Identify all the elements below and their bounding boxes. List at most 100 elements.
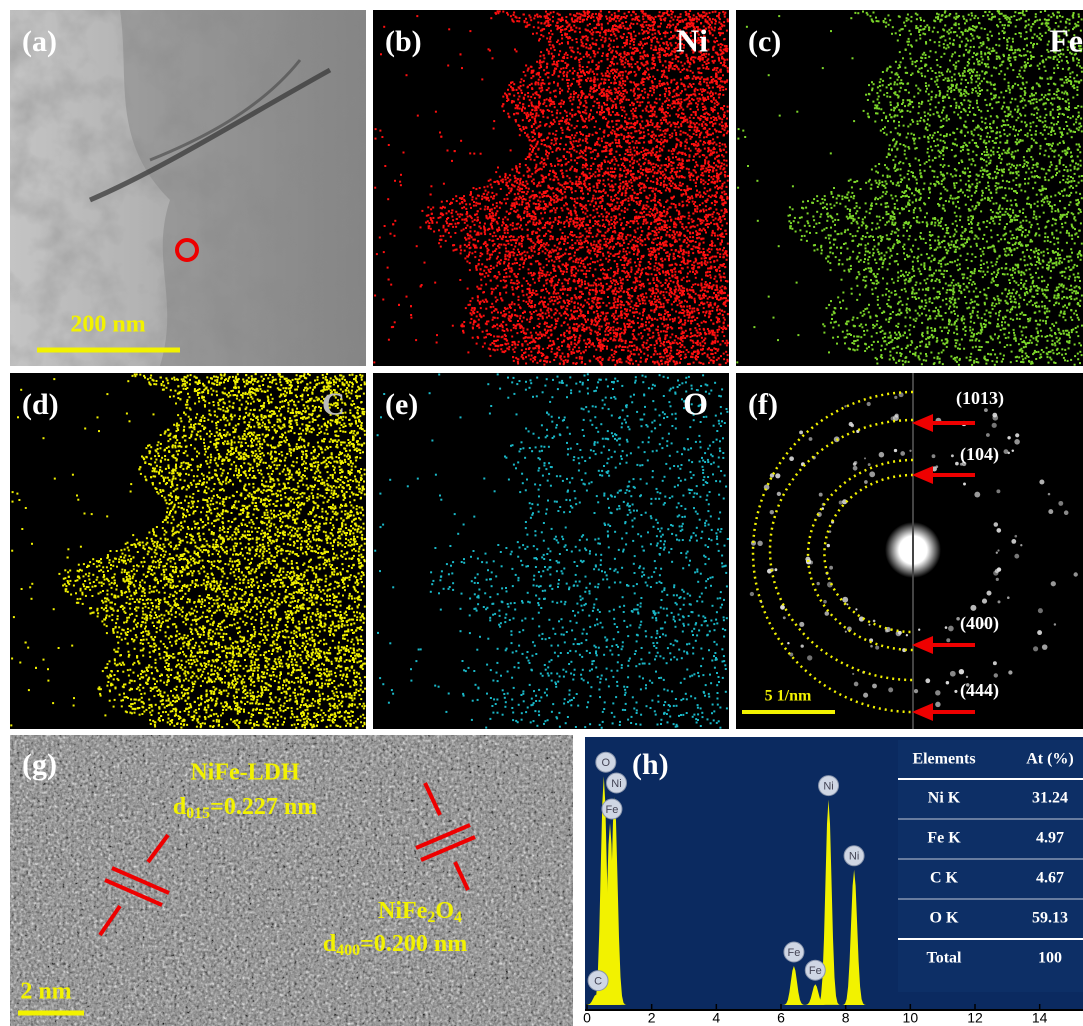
map-dot xyxy=(639,159,641,161)
map-dot xyxy=(521,243,523,245)
map-dot xyxy=(537,16,539,18)
map-dot xyxy=(669,183,671,185)
map-dot xyxy=(517,358,519,360)
map-dot xyxy=(640,58,642,60)
map-dot xyxy=(686,314,688,316)
map-dot xyxy=(637,228,639,230)
map-dot xyxy=(628,243,630,245)
map-dot xyxy=(672,96,674,98)
map-dot xyxy=(593,241,595,243)
map-dot xyxy=(590,258,592,260)
map-dot xyxy=(632,141,634,143)
map-dot xyxy=(554,138,556,140)
map-dot xyxy=(574,134,576,136)
map-dot xyxy=(631,269,633,271)
map-dot xyxy=(596,185,598,187)
map-dot xyxy=(695,293,697,295)
map-dot xyxy=(619,358,621,360)
map-dot xyxy=(723,317,725,319)
map-dot xyxy=(477,203,479,205)
map-dot xyxy=(609,98,611,100)
map-dot xyxy=(482,346,484,348)
map-dot xyxy=(552,133,554,135)
map-dot xyxy=(715,218,717,220)
map-dot xyxy=(499,252,501,254)
map-dot xyxy=(623,217,625,219)
map-dot xyxy=(557,318,559,320)
map-dot xyxy=(574,70,576,72)
map-dot xyxy=(548,260,550,262)
map-dot xyxy=(700,140,702,142)
map-dot xyxy=(713,223,715,225)
map-dot xyxy=(587,24,589,26)
map-dot xyxy=(700,174,702,176)
map-dot xyxy=(502,96,504,98)
map-dot xyxy=(726,211,728,213)
map-dot xyxy=(592,42,594,44)
map-dot xyxy=(565,16,567,18)
map-dot xyxy=(657,296,659,298)
map-dot xyxy=(609,92,611,94)
map-dot xyxy=(679,256,681,258)
map-dot xyxy=(524,255,526,257)
map-dot xyxy=(490,265,492,267)
map-dot xyxy=(716,83,718,85)
map-dot xyxy=(487,253,489,255)
map-dot xyxy=(663,145,665,147)
map-dot xyxy=(492,251,494,253)
map-dot xyxy=(660,303,662,305)
map-dot xyxy=(709,12,711,14)
map-dot xyxy=(607,22,609,24)
map-dot xyxy=(693,245,695,247)
map-dot xyxy=(541,272,543,274)
map-dot xyxy=(697,224,699,226)
map-dot xyxy=(649,87,651,89)
map-dot xyxy=(663,294,665,296)
map-dot xyxy=(507,343,509,345)
map-dot xyxy=(703,136,705,138)
map-dot xyxy=(604,273,606,275)
map-dot xyxy=(719,34,721,36)
map-dot xyxy=(678,271,680,273)
map-dot xyxy=(511,336,513,338)
map-dot xyxy=(472,337,474,339)
map-dot xyxy=(553,73,555,75)
map-dot xyxy=(713,119,715,121)
map-dot xyxy=(539,76,541,78)
map-dot xyxy=(507,265,509,267)
map-dot xyxy=(623,264,625,266)
map-dot xyxy=(533,348,535,350)
map-dot xyxy=(629,43,631,45)
map-dot xyxy=(556,110,558,112)
map-dot xyxy=(562,29,564,31)
map-dot xyxy=(621,244,623,246)
map-dot xyxy=(487,191,489,193)
map-dot xyxy=(551,103,553,105)
map-dot xyxy=(635,142,637,144)
map-dot xyxy=(721,199,723,201)
map-dot xyxy=(667,324,669,326)
map-dot xyxy=(702,116,704,118)
map-dot xyxy=(670,280,672,282)
map-dot xyxy=(585,118,587,120)
map-dot xyxy=(548,298,550,300)
map-dot xyxy=(657,165,659,167)
map-dot xyxy=(602,117,604,119)
map-dot xyxy=(554,289,556,291)
map-dot xyxy=(626,36,628,38)
map-dot xyxy=(703,121,705,123)
map-dot xyxy=(540,309,542,311)
map-dot xyxy=(649,263,651,265)
map-dot xyxy=(647,96,649,98)
map-dot xyxy=(652,166,654,168)
map-dot xyxy=(451,160,453,162)
map-dot xyxy=(590,232,592,234)
map-dot xyxy=(373,361,375,363)
map-dot xyxy=(710,359,712,361)
map-dot xyxy=(451,223,453,225)
map-dot xyxy=(640,332,642,334)
map-dot xyxy=(507,330,509,332)
map-dot xyxy=(539,60,541,62)
map-dot xyxy=(602,36,604,38)
map-dot xyxy=(663,54,665,56)
